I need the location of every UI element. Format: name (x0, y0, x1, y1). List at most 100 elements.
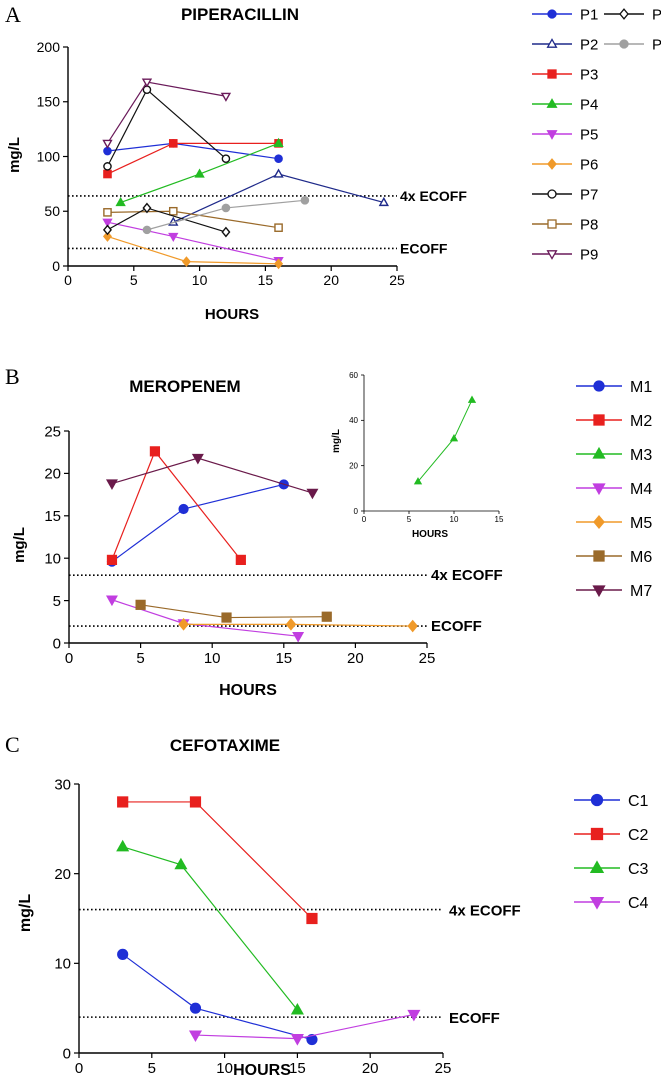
series-m6 (135, 599, 332, 623)
legend-marker (619, 8, 629, 20)
y-tick-label: 0 (53, 635, 61, 652)
series-m5 (178, 618, 418, 633)
legend-marker (589, 896, 605, 910)
legend-label: C4 (628, 895, 649, 912)
legend-label: P7 (580, 186, 598, 203)
panel-letter: B (5, 364, 20, 389)
series-p11 (142, 195, 310, 235)
legend-label: M4 (630, 481, 652, 498)
legend-item-m4: M4 (576, 481, 652, 498)
series-p3 (103, 139, 283, 179)
data-point (188, 1030, 203, 1043)
legend-marker (619, 39, 629, 49)
legend-marker (592, 483, 606, 496)
data-point (102, 139, 113, 149)
legend: M1 M2 M3 M4 M5 M6 M7 (576, 379, 652, 600)
series-line (140, 604, 327, 619)
series-line (107, 221, 279, 262)
y-tick-label: 5 (53, 593, 61, 610)
legend-label: P3 (580, 66, 598, 83)
data-point (407, 619, 418, 633)
reference-line-label: 4x ECOFF (400, 188, 467, 204)
legend-item-m3: M3 (576, 447, 652, 464)
data-point (306, 488, 319, 500)
data-point (235, 554, 246, 565)
legend-item-c1: C1 (574, 793, 649, 810)
y-tick-label: 0 (63, 1045, 71, 1062)
data-point (105, 595, 118, 607)
y-axis-label: mg/L (11, 527, 28, 563)
x-tick-label: 10 (216, 1060, 233, 1077)
data-point (191, 453, 204, 465)
data-point (149, 446, 161, 457)
series-m7 (105, 453, 319, 500)
y-tick-label: 20 (349, 461, 358, 470)
x-axis-label: HOURS (205, 306, 259, 323)
data-point (290, 1002, 304, 1015)
legend-item-m5: M5 (576, 515, 652, 532)
data-point (174, 857, 188, 870)
data-point (178, 503, 189, 515)
data-point (378, 196, 389, 207)
inset-x-ticks: 0 5 10 15 (362, 511, 504, 524)
data-point (221, 612, 232, 623)
plot-series (102, 78, 389, 270)
legend-item-p8: P8 (532, 216, 598, 233)
data-point (106, 554, 118, 565)
y-tick-label: 150 (37, 94, 61, 110)
x-ticks: 0 5 10 15 20 25 (64, 266, 405, 288)
data-point (300, 195, 310, 205)
legend-item-m7: M7 (576, 583, 652, 600)
legend-marker (592, 585, 606, 598)
chart-title: MEROPENEM (129, 377, 240, 396)
y-axis-label: mg/L (6, 137, 23, 173)
legend-item-p4: P4 (532, 96, 598, 113)
inset-x-axis-label: HOURS (412, 529, 448, 540)
data-point (102, 218, 113, 228)
series-c2 (117, 796, 318, 925)
panel-cefotaxime: C CEFOTAXIME mg/L HOURS 0 5 10 15 20 25 0 10 20… (5, 732, 649, 1079)
series-p5 (102, 218, 284, 267)
legend-item-c4: C4 (574, 895, 649, 912)
legend-marker (593, 550, 605, 562)
data-point (274, 154, 283, 163)
legend-label: M1 (630, 379, 652, 396)
x-tick-label: 20 (362, 1060, 379, 1077)
data-point (274, 223, 283, 232)
y-tick-label: 200 (37, 39, 61, 55)
legend-marker (546, 250, 558, 260)
legend-label: M7 (630, 583, 652, 600)
x-tick-label: 5 (148, 1060, 156, 1077)
data-point (194, 168, 205, 178)
data-point (142, 202, 152, 214)
legend-marker (546, 130, 558, 140)
y-ticks: 0 50 100 150 200 (37, 39, 68, 274)
legend-item-m2: M2 (576, 413, 652, 430)
series-m2 (106, 446, 246, 565)
x-ticks: 0 5 10 15 20 25 (65, 643, 435, 667)
y-tick-label: 50 (44, 203, 60, 219)
legend-label: P10 (652, 6, 661, 23)
data-point (407, 1009, 421, 1022)
data-point (220, 92, 232, 102)
data-point (117, 948, 129, 960)
panel-piperacillin: A PIPERACILLIN mg/L HOURS 0 5 10 15 20 25 0 50… (5, 2, 661, 323)
y-tick-label: 0 (354, 507, 359, 516)
legend-label: C1 (628, 793, 649, 810)
legend-item-p11: P11 (604, 36, 661, 53)
inset-y-ticks: 0 20 40 60 (349, 371, 364, 516)
series-line (122, 801, 313, 919)
legend-item-p9: P9 (532, 246, 598, 263)
legend-marker (593, 514, 605, 530)
legend-label: P9 (580, 246, 598, 263)
y-tick-label: 0 (52, 258, 60, 274)
y-axis-label: mg/L (17, 894, 34, 932)
y-tick-label: 40 (349, 416, 358, 425)
series-p6 (102, 231, 284, 270)
x-tick-label: 0 (64, 272, 72, 288)
y-tick-label: 20 (44, 466, 61, 483)
legend-marker (592, 446, 606, 459)
y-ticks: 0 10 20 30 (54, 776, 79, 1062)
legend-label: P8 (580, 216, 598, 233)
